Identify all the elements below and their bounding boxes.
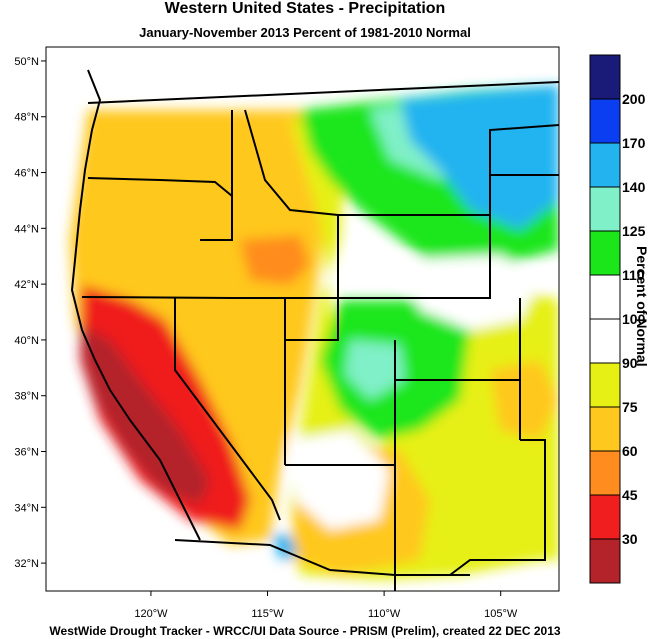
- chart-title: Western United States - Precipitation: [164, 0, 446, 17]
- lat-tick-label: 32°N: [14, 558, 39, 570]
- legend-swatch: [589, 186, 621, 232]
- latitude-axis: 50°N 48°N 46°N 44°N 42°N 40°N 38°N 36°N 34°N 32°N: [14, 56, 46, 570]
- lat-tick-label: 34°N: [14, 502, 39, 514]
- legend-swatch: [589, 98, 621, 144]
- border-mexico: [174, 539, 470, 576]
- legend-label: 75: [622, 399, 638, 415]
- field-white-center: [400, 255, 540, 330]
- border-dakotas: [489, 124, 559, 215]
- field-teal-colorado: [345, 340, 405, 400]
- legend-swatch: [589, 318, 621, 364]
- legend-swatch: [589, 494, 621, 540]
- legend-label: 125: [622, 223, 646, 239]
- chart-subtitle: January-November 2013 Percent of 1981-20…: [139, 25, 471, 40]
- lat-tick-label: 40°N: [14, 335, 39, 347]
- field-red-california: [80, 285, 250, 530]
- color-legend: 200 170 140 125 110 100 90 75 60 45 30: [589, 54, 646, 584]
- legend-swatch: [589, 538, 621, 584]
- legend-swatch: [589, 142, 621, 188]
- legend-label: 100: [622, 311, 646, 327]
- border-oregon-california: [81, 296, 233, 299]
- legend-swatch: [589, 54, 621, 100]
- longitude-axis: 120°W 115°W 110°W 105°W: [134, 591, 518, 620]
- pacific-coastline: [70, 69, 201, 541]
- legend-swatch: [589, 450, 621, 496]
- legend-label: 45: [622, 487, 638, 503]
- lon-tick-label: 105°W: [484, 608, 518, 620]
- legend-label: 110: [622, 267, 645, 283]
- border-newmexico-texas: [449, 439, 546, 576]
- lat-tick-label: 44°N: [14, 223, 39, 235]
- lat-tick-label: 42°N: [14, 279, 39, 291]
- lon-tick-label: 120°W: [134, 608, 168, 620]
- field-cyan-north: [400, 85, 559, 230]
- legend-label: 90: [622, 355, 638, 371]
- lat-tick-label: 36°N: [14, 447, 39, 459]
- data-source-credit: WestWide Drought Tracker - WRCC/UI Data …: [49, 624, 561, 638]
- legend-swatch: [589, 274, 621, 320]
- legend-label: 140: [622, 179, 646, 195]
- map-content: [46, 47, 559, 591]
- legend-label: 170: [622, 135, 646, 151]
- legend-title: Percent of Normal: [634, 246, 650, 367]
- field-orange-idaho: [240, 235, 310, 285]
- lon-tick-label: 115°W: [251, 608, 284, 620]
- border-nevada-california: [174, 298, 281, 521]
- legend-label: 200: [622, 91, 646, 107]
- lon-tick-label: 110°W: [368, 608, 401, 620]
- legend-label: 60: [622, 443, 638, 459]
- border-canada: [87, 81, 559, 104]
- state-borders: [81, 81, 559, 591]
- border-idaho-washington: [200, 110, 233, 241]
- legend-swatch: [589, 362, 621, 408]
- legend-swatch: [589, 406, 621, 452]
- legend-swatch: [589, 230, 621, 276]
- lat-tick-label: 38°N: [14, 391, 39, 403]
- lat-tick-label: 48°N: [14, 112, 39, 124]
- field-white-southwest: [290, 430, 390, 530]
- border-idaho-montana: [244, 109, 339, 216]
- lat-tick-label: 46°N: [14, 168, 39, 180]
- border-utah-wyoming: [285, 215, 339, 341]
- map-frame: [45, 46, 560, 592]
- border-washington-oregon: [87, 177, 233, 197]
- field-darkred-california: [80, 325, 210, 505]
- legend-label: 30: [622, 531, 638, 547]
- lat-tick-label: 50°N: [14, 56, 39, 68]
